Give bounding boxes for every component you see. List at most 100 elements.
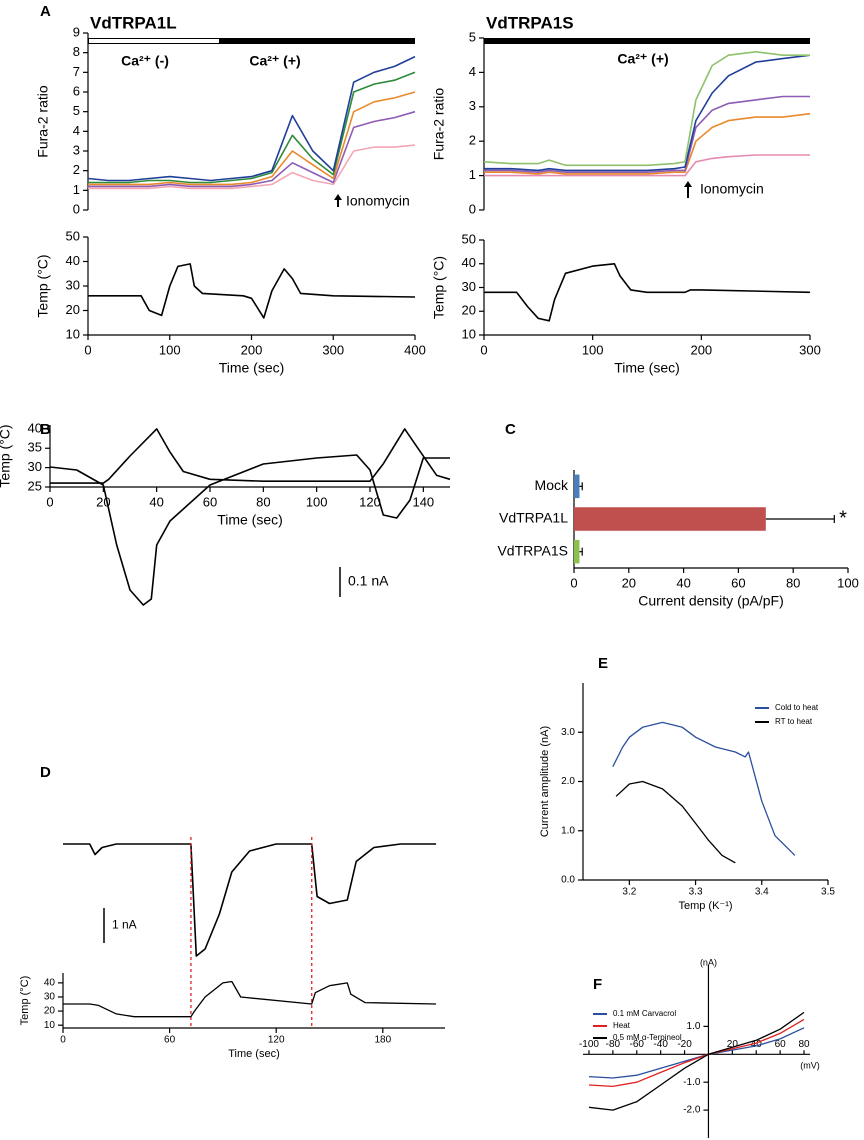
y-tick-label: 50 — [66, 228, 80, 243]
x-tick-label: -40 — [653, 1039, 668, 1050]
ca-bar — [88, 38, 415, 44]
x-tick-label: 40 — [676, 575, 690, 590]
legend-label: RT to heat — [775, 717, 813, 726]
x-tick-label: 100 — [306, 494, 328, 509]
trace — [484, 112, 811, 175]
x-tick-label: 0 — [84, 342, 91, 357]
x-tick-label: 300 — [322, 342, 344, 357]
category-label: Mock — [535, 477, 569, 493]
y-tick-label: 20 — [66, 302, 80, 317]
trace — [484, 154, 810, 177]
y-tick-label: 0.0 — [561, 875, 575, 886]
y-tick-label: 3.0 — [561, 727, 575, 738]
x-tick-label: 40 — [149, 494, 163, 509]
trace — [50, 428, 451, 484]
y-axis-label: Temp (°C) — [0, 424, 13, 487]
y-tick-label: 40 — [462, 255, 476, 270]
x-tick-label: 20 — [96, 494, 110, 509]
y-axis-label: Temp (°C) — [19, 976, 31, 1026]
y-tick-label: 1 — [469, 167, 476, 182]
x-tick-label: -60 — [630, 1039, 645, 1050]
x-tick-label: 100 — [582, 342, 604, 357]
legend-label: Heat — [613, 1021, 631, 1030]
trace — [588, 1027, 805, 1079]
trace — [484, 95, 810, 173]
trace — [49, 454, 450, 606]
x-tick-label: 0 — [60, 1035, 66, 1046]
trace — [615, 780, 736, 864]
trace — [88, 110, 416, 188]
trace — [88, 91, 416, 186]
scale-bar-label: 0.1 nA — [348, 573, 389, 589]
x-tick-label: -100 — [579, 1039, 599, 1050]
trace — [588, 1018, 805, 1088]
y-tick-label: 3 — [469, 98, 476, 113]
y-tick-label: -2.0 — [683, 1105, 701, 1116]
y-tick-label: 4 — [73, 123, 80, 138]
x-tick-label: 100 — [159, 342, 181, 357]
y-tick-label: 5 — [73, 103, 80, 118]
y-tick-label: 30 — [28, 459, 42, 474]
y-tick-label: 20 — [462, 303, 476, 318]
x-axis-label: Time (sec) — [614, 360, 680, 376]
annotation: Ionomycin — [700, 181, 764, 197]
x-tick-label: 0 — [480, 342, 487, 357]
ca-bar — [484, 38, 810, 44]
x-tick-label: 80 — [798, 1039, 810, 1050]
trace — [484, 54, 811, 172]
y-tick-label: 50 — [462, 231, 476, 246]
x-tick-label: 200 — [690, 342, 712, 357]
x-tick-label: 60 — [775, 1039, 787, 1050]
y-tick-label: 40 — [66, 253, 80, 268]
y-tick-label: 7 — [73, 64, 80, 79]
y-tick-label: 4 — [469, 64, 476, 79]
category-label: VdTRPA1L — [499, 510, 568, 526]
x-tick-label: 0 — [46, 494, 53, 509]
y-axis-label: (nA) — [700, 957, 717, 967]
x-tick-label: 60 — [731, 575, 745, 590]
y-tick-label: 8 — [73, 44, 80, 59]
bar — [574, 539, 580, 564]
y-tick-label: 40 — [28, 420, 42, 435]
y-tick-label: 2 — [73, 162, 80, 177]
scale-bar-label: 1 nA — [112, 918, 137, 932]
trace — [88, 144, 416, 190]
trace — [87, 55, 416, 182]
y-tick-label: 1.0 — [561, 825, 575, 836]
x-tick-label: 200 — [241, 342, 263, 357]
x-axis-label: Current density (pA/pF) — [638, 593, 784, 609]
x-tick-label: 0 — [570, 575, 577, 590]
x-tick-label: 120 — [268, 1035, 285, 1046]
x-axis-label: Time (sec) — [219, 360, 285, 376]
trace — [483, 51, 810, 167]
annotation: * — [839, 507, 847, 529]
trace — [63, 980, 437, 1018]
trace — [612, 721, 796, 856]
panel-letter: C — [505, 421, 516, 438]
y-axis-label: Temp (°C) — [35, 254, 51, 317]
legend-label: 0.5 mM α-Terpineol — [613, 1033, 682, 1042]
x-axis-label: Temp (K⁻¹) — [678, 900, 732, 912]
x-axis-label: (mV) — [800, 1061, 820, 1071]
y-tick-label: 25 — [28, 478, 42, 493]
panel-letter: D — [40, 764, 51, 781]
y-tick-label: 30 — [66, 277, 80, 292]
x-tick-label: -20 — [677, 1039, 692, 1050]
arrow-head — [684, 181, 692, 187]
ca-free-bar — [89, 39, 219, 43]
chart-title: VdTRPA1S — [486, 13, 574, 32]
trace — [88, 71, 416, 184]
trace — [88, 263, 416, 319]
x-tick-label: 3.3 — [689, 887, 703, 898]
legend-label: 0.1 mM Carvacrol — [613, 1009, 676, 1018]
y-tick-label: 9 — [73, 24, 80, 39]
x-tick-label: 300 — [799, 342, 821, 357]
x-tick-label: 140 — [412, 494, 434, 509]
y-axis-label: Temp (°C) — [431, 256, 447, 319]
x-tick-label: 20 — [622, 575, 636, 590]
y-tick-label: 5 — [469, 29, 476, 44]
x-tick-label: 3.4 — [755, 887, 769, 898]
annotation: Ca²⁺ (-) — [121, 53, 169, 69]
category-label: VdTRPA1S — [497, 542, 568, 558]
x-tick-label: 80 — [786, 575, 800, 590]
